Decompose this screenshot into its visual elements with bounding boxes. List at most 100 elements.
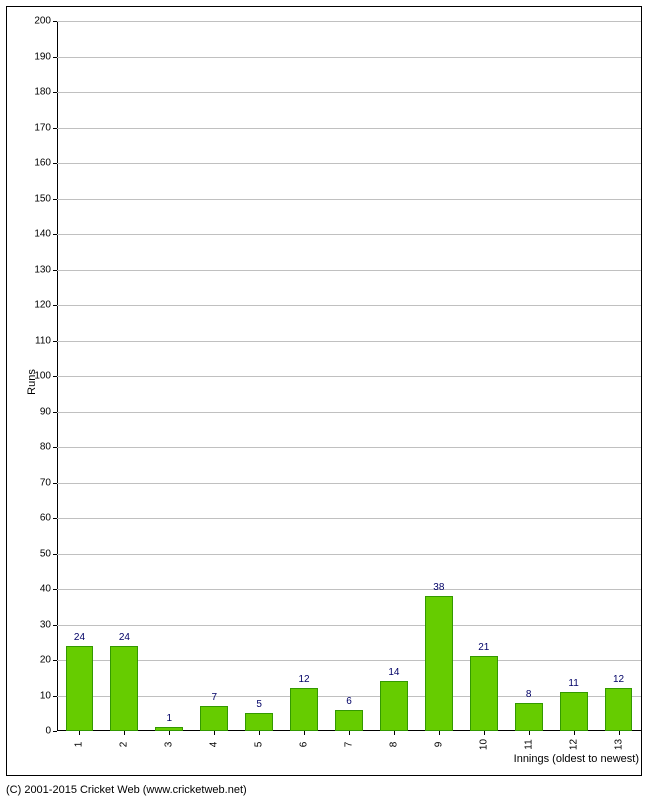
y-tick-mark xyxy=(53,589,57,590)
gridline xyxy=(57,21,641,22)
bar-value-label: 7 xyxy=(211,692,217,703)
y-tick-label: 10 xyxy=(40,690,51,701)
gridline xyxy=(57,447,641,448)
bar xyxy=(200,706,228,731)
plot-area: 0102030405060708090100110120130140150160… xyxy=(57,21,641,731)
bar xyxy=(245,713,273,731)
y-axis-title: Runs xyxy=(26,369,38,395)
gridline xyxy=(57,163,641,164)
bar xyxy=(515,703,543,731)
gridline xyxy=(57,376,641,377)
y-tick-mark xyxy=(53,518,57,519)
y-tick-label: 180 xyxy=(34,87,51,98)
bar xyxy=(425,596,453,731)
gridline xyxy=(57,270,641,271)
x-tick-mark xyxy=(259,731,260,735)
gridline xyxy=(57,57,641,58)
bar xyxy=(380,681,408,731)
x-tick-label: 9 xyxy=(433,742,444,748)
x-tick-label: 8 xyxy=(388,742,399,748)
y-tick-mark xyxy=(53,412,57,413)
bar xyxy=(560,692,588,731)
gridline xyxy=(57,199,641,200)
y-tick-mark xyxy=(53,341,57,342)
y-tick-mark xyxy=(53,376,57,377)
bar xyxy=(110,646,138,731)
x-axis-title: Innings (oldest to newest) xyxy=(514,753,639,765)
y-tick-mark xyxy=(53,270,57,271)
y-tick-mark xyxy=(53,305,57,306)
bar-value-label: 6 xyxy=(346,696,352,707)
y-tick-mark xyxy=(53,660,57,661)
bar xyxy=(335,710,363,731)
y-tick-mark xyxy=(53,447,57,448)
x-tick-mark xyxy=(349,731,350,735)
x-tick-mark xyxy=(439,731,440,735)
y-tick-mark xyxy=(53,21,57,22)
x-tick-label: 5 xyxy=(254,742,265,748)
bar xyxy=(470,656,498,731)
x-tick-label: 7 xyxy=(344,742,355,748)
y-tick-label: 190 xyxy=(34,51,51,62)
gridline xyxy=(57,305,641,306)
y-tick-mark xyxy=(53,696,57,697)
bar-value-label: 5 xyxy=(256,699,262,710)
x-tick-label: 11 xyxy=(523,739,534,749)
gridline xyxy=(57,518,641,519)
x-tick-mark xyxy=(79,731,80,735)
gridline xyxy=(57,341,641,342)
x-tick-label: 10 xyxy=(478,739,489,750)
gridline xyxy=(57,625,641,626)
y-tick-label: 70 xyxy=(40,477,51,488)
bar-value-label: 11 xyxy=(568,678,578,689)
y-tick-label: 140 xyxy=(34,229,51,240)
y-tick-mark xyxy=(53,625,57,626)
x-tick-mark xyxy=(304,731,305,735)
gridline xyxy=(57,589,641,590)
x-tick-mark xyxy=(529,731,530,735)
y-tick-label: 160 xyxy=(34,158,51,169)
bar-value-label: 24 xyxy=(74,632,85,643)
gridline xyxy=(57,660,641,661)
y-tick-label: 200 xyxy=(34,16,51,27)
chart-border: 0102030405060708090100110120130140150160… xyxy=(6,6,642,776)
x-tick-mark xyxy=(214,731,215,735)
bar-value-label: 21 xyxy=(478,642,489,653)
y-tick-label: 150 xyxy=(34,193,51,204)
gridline xyxy=(57,234,641,235)
y-tick-label: 90 xyxy=(40,406,51,417)
bar-value-label: 1 xyxy=(167,713,173,724)
bar-value-label: 12 xyxy=(613,674,624,685)
y-tick-mark xyxy=(53,128,57,129)
x-tick-label: 1 xyxy=(74,742,85,748)
y-tick-label: 50 xyxy=(40,548,51,559)
y-tick-mark xyxy=(53,199,57,200)
y-tick-label: 80 xyxy=(40,442,51,453)
y-tick-mark xyxy=(53,163,57,164)
x-tick-mark xyxy=(574,731,575,735)
y-tick-mark xyxy=(53,92,57,93)
x-tick-label: 2 xyxy=(119,742,130,748)
gridline xyxy=(57,412,641,413)
y-tick-label: 30 xyxy=(40,619,51,630)
bar-value-label: 14 xyxy=(388,667,399,678)
x-tick-label: 4 xyxy=(209,742,220,748)
copyright-text: (C) 2001-2015 Cricket Web (www.cricketwe… xyxy=(6,784,247,796)
bar xyxy=(290,688,318,731)
x-tick-label: 3 xyxy=(164,742,175,748)
bar xyxy=(605,688,633,731)
bar-value-label: 8 xyxy=(526,689,532,700)
y-tick-label: 170 xyxy=(34,122,51,133)
y-tick-mark xyxy=(53,57,57,58)
y-tick-label: 0 xyxy=(45,726,51,737)
y-tick-mark xyxy=(53,234,57,235)
x-tick-label: 13 xyxy=(613,739,624,750)
bar-value-label: 12 xyxy=(299,674,310,685)
x-tick-mark xyxy=(124,731,125,735)
y-tick-mark xyxy=(53,731,57,732)
y-tick-mark xyxy=(53,554,57,555)
chart-container: 0102030405060708090100110120130140150160… xyxy=(0,0,650,800)
y-tick-label: 130 xyxy=(34,264,51,275)
y-tick-label: 40 xyxy=(40,584,51,595)
y-tick-label: 60 xyxy=(40,513,51,524)
